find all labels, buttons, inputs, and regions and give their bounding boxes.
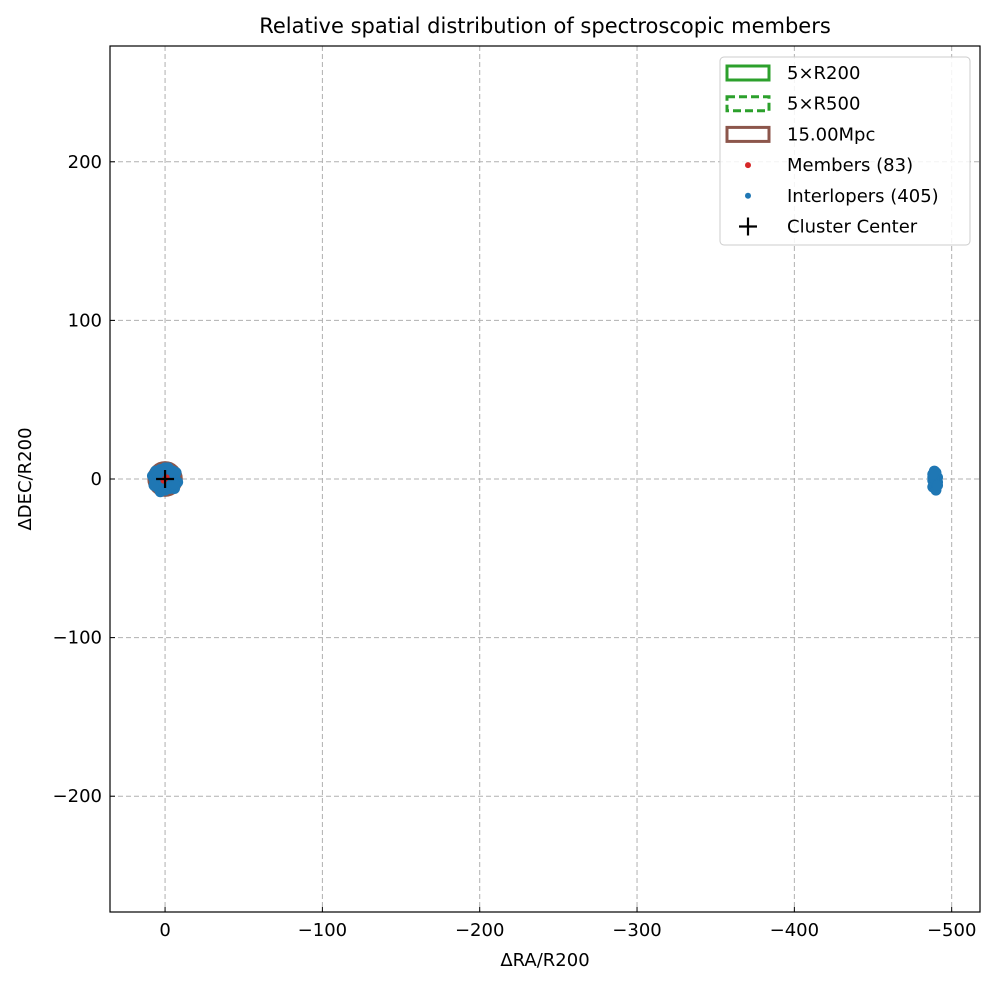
y-tick-label: 100 [68, 310, 102, 331]
x-tick-label: −400 [770, 920, 819, 941]
data-point [151, 468, 163, 480]
legend-label: Interlopers (405) [787, 186, 939, 207]
x-tick-label: −100 [298, 920, 347, 941]
y-tick-label: −100 [53, 628, 102, 649]
y-tick-label: 0 [91, 469, 102, 490]
legend-label: 5×R500 [787, 94, 860, 115]
legend-label: 15.00Mpc [787, 124, 875, 145]
data-point [927, 468, 939, 480]
data-points [146, 462, 944, 498]
chart-title: Relative spatial distribution of spectro… [259, 14, 831, 38]
data-point [169, 478, 181, 490]
legend-box [719, 56, 971, 246]
axis-ticks: 0 −100 −200 −300 −400 −500 −200 −100 0 100 200 [53, 152, 977, 941]
legend-label: Members (83) [787, 155, 913, 176]
x-axis-label: ΔRA/R200 [500, 950, 589, 971]
legend-patch [725, 125, 771, 143]
legend-patch [725, 64, 771, 82]
legend-dot [745, 162, 751, 169]
legend-label: Cluster Center [787, 217, 918, 238]
legend-dot [745, 192, 751, 199]
plot-frame [109, 45, 981, 913]
legend-label: 5×R200 [787, 63, 860, 84]
cluster-center [156, 470, 175, 488]
y-axis-label: ΔDEC/R200 [15, 427, 36, 530]
y-tick-label: 200 [68, 152, 102, 173]
data-point [148, 479, 160, 491]
legend-patch [725, 95, 771, 113]
x-tick-label: −300 [612, 920, 661, 941]
legend: 5×R200 5×R500 15.00Mpc Members (83) Interlop… [719, 56, 971, 246]
x-tick-label: −200 [455, 920, 504, 941]
y-tick-label: −200 [53, 786, 102, 807]
data-point [932, 479, 944, 491]
x-tick-label: −500 [927, 920, 976, 941]
x-tick-label: 0 [159, 920, 170, 941]
